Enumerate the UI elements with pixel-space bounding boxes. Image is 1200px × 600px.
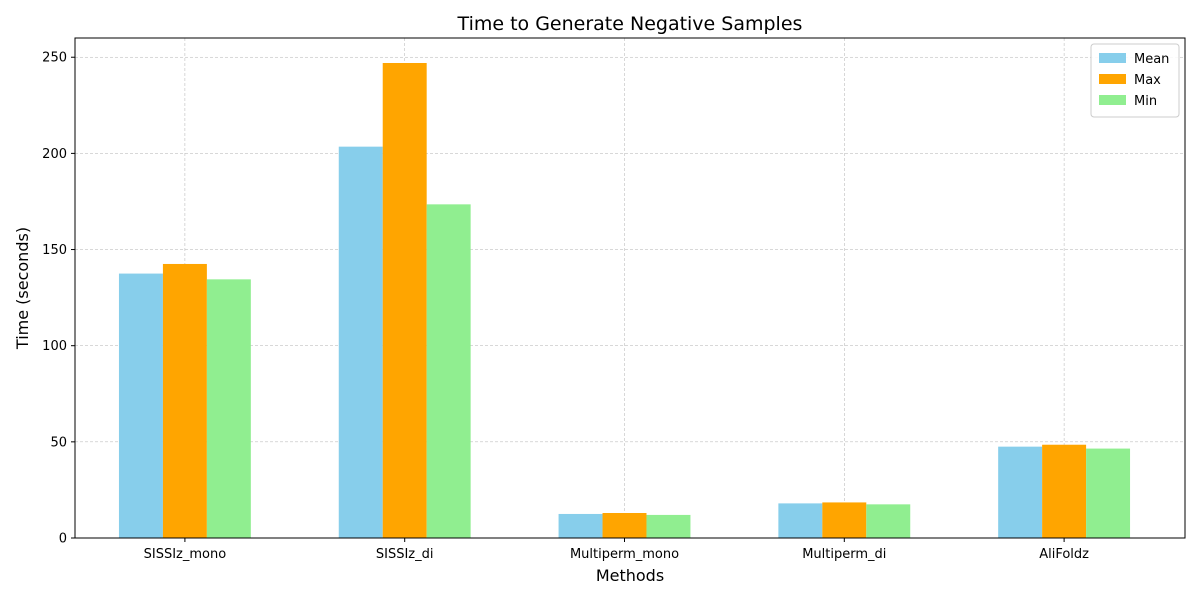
y-tick-label: 100 <box>42 339 67 354</box>
legend-swatch-max <box>1099 74 1126 84</box>
legend-swatch-min <box>1099 95 1126 105</box>
bar-max-alifoldz <box>1042 444 1087 538</box>
bar-mean-multiperm_di <box>778 503 823 538</box>
bar-min-sissiz_mono <box>206 279 251 538</box>
bar-min-multiperm_di <box>866 504 911 538</box>
y-tick-label: 0 <box>59 532 67 547</box>
y-axis-ticks: 0 50 100 150 200 250 <box>42 51 75 547</box>
x-tick-label: Multiperm_di <box>802 547 886 562</box>
legend-label-mean: Mean <box>1134 52 1169 67</box>
bar-mean-sissiz_di <box>338 146 383 538</box>
x-tick-label: AliFoldz <box>1039 547 1089 562</box>
y-axis-title: Time (seconds) <box>13 227 32 350</box>
y-tick-label: 150 <box>42 243 67 258</box>
bar-max-multiperm_di <box>822 502 867 538</box>
bar-max-sissiz_mono <box>162 263 207 538</box>
y-tick-label: 50 <box>50 435 67 450</box>
bar-min-alifoldz <box>1086 448 1131 538</box>
bar-min-sissiz_di <box>426 204 471 538</box>
x-tick-label: Multiperm_mono <box>570 547 679 562</box>
bar-mean-multiperm_mono <box>558 513 603 538</box>
bar-mean-sissiz_mono <box>118 273 163 538</box>
legend-label-max: Max <box>1134 73 1161 88</box>
bar-mean-alifoldz <box>998 446 1043 538</box>
x-axis-title: Methods <box>596 566 664 585</box>
legend-swatch-mean <box>1099 53 1126 63</box>
bar-min-multiperm_mono <box>646 514 691 538</box>
legend-label-min: Min <box>1134 94 1157 109</box>
plot-area-frame <box>74 37 1186 539</box>
legend: Mean Max Min <box>1090 43 1180 118</box>
y-tick-label: 250 <box>42 51 67 66</box>
bar-max-sissiz_di <box>382 63 427 538</box>
y-tick-label: 200 <box>42 147 67 162</box>
x-axis-ticks: SISSIz_mono SISSIz_di Multiperm_mono Multip… <box>144 538 1089 562</box>
x-tick-label: SISSIz_di <box>376 547 434 562</box>
x-tick-label: SISSIz_mono <box>144 547 227 562</box>
bar-max-multiperm_mono <box>602 513 647 538</box>
bars <box>118 63 1131 538</box>
chart-title: Time to Generate Negative Samples <box>457 13 803 35</box>
